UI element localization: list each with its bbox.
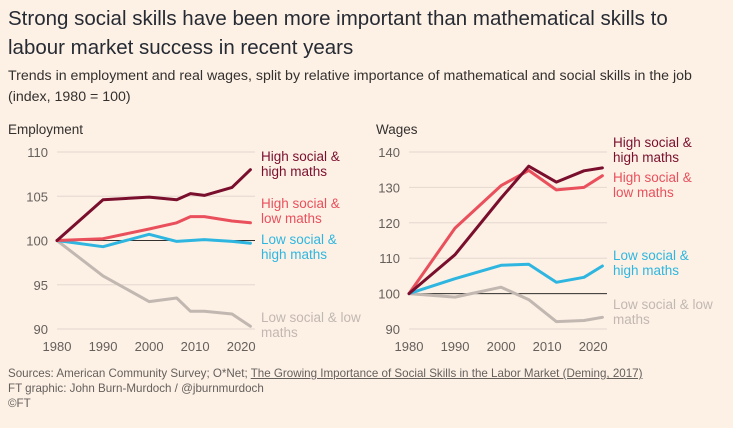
series-label: Low social & high maths: [261, 232, 337, 262]
y-tick-label: 110: [27, 145, 48, 160]
series-label-line: High social &: [613, 170, 692, 185]
series-label-line: Low social &: [261, 232, 337, 247]
sources-line: Sources: American Community Survey; O*Ne…: [8, 366, 723, 381]
series-line: [407, 285, 604, 324]
series-label: Low social & low maths: [261, 310, 361, 340]
series-label: Low social & low maths: [613, 297, 713, 327]
wages-panel: Wages 90 100 110 120 130 140 1980 1990 2000 2010 20…: [376, 122, 713, 354]
series-line: [55, 232, 252, 249]
sources-link[interactable]: The Growing Importance of Social Skills …: [250, 367, 643, 380]
y-tick-label: 95: [34, 278, 48, 293]
series-label-line: maths: [261, 325, 298, 340]
series-label-line: High social &: [613, 135, 692, 150]
series-label-line: Low social &: [613, 248, 689, 263]
y-tick-label: 100: [378, 287, 400, 302]
x-tick-label: 2000: [135, 339, 164, 354]
series-label: High social & high maths: [261, 149, 340, 179]
panel-title: Employment: [8, 122, 83, 137]
footer: Sources: American Community Survey; O*Ne…: [8, 366, 723, 411]
chart-title: Strong social skills have been more impo…: [8, 7, 668, 59]
x-tick-label: 2010: [533, 339, 562, 354]
credit-line: FT graphic: John Burn-Murdoch / @jburnmu…: [8, 382, 264, 395]
y-tick-label: 90: [34, 322, 48, 337]
x-tick-label: 1980: [395, 339, 424, 354]
series-label-line: maths: [613, 312, 650, 327]
y-tick-label: 110: [379, 251, 400, 266]
y-tick-label: 100: [26, 234, 48, 249]
series-label-line: high maths: [261, 247, 327, 262]
y-tick-label: 130: [378, 180, 400, 195]
x-tick-label: 2020: [579, 339, 608, 354]
series-line: [55, 239, 252, 328]
series-label: High social & low maths: [613, 170, 692, 200]
series-label-line: Low social & low: [261, 310, 361, 325]
y-tick-label: 105: [26, 189, 48, 204]
series-label: Low social & high maths: [613, 248, 689, 278]
series-label-line: Low social & low: [613, 297, 713, 312]
copyright: ©FT: [8, 397, 31, 410]
employment-panel: Employment 90 95 100 105 110 1980 1990 2000 2010 2…: [8, 122, 361, 354]
x-tick-label: 2010: [181, 339, 210, 354]
series-line: [407, 168, 604, 296]
x-tick-label: 2000: [487, 339, 516, 354]
y-tick-label: 90: [386, 322, 400, 337]
series-label-line: high maths: [261, 164, 327, 179]
y-tick-label: 120: [378, 216, 400, 231]
series-label-line: High social &: [261, 149, 340, 164]
series-label: High social & low maths: [261, 196, 340, 226]
series-label-line: low maths: [613, 185, 674, 200]
series-line: [407, 262, 604, 296]
series-label-line: high maths: [613, 263, 679, 278]
series-label-line: High social &: [261, 196, 340, 211]
chart-subtitle: Trends in employment and real wages, spl…: [8, 68, 692, 105]
panel-title: Wages: [376, 122, 418, 137]
series-line: [407, 164, 604, 296]
series-label: High social & high maths: [613, 135, 692, 165]
series-label-line: high maths: [613, 150, 679, 165]
x-tick-label: 2020: [227, 339, 256, 354]
series-line: [55, 168, 252, 242]
series-line: [55, 215, 252, 242]
x-tick-label: 1980: [43, 339, 72, 354]
series-label-line: low maths: [261, 211, 322, 226]
sources-text: Sources: American Community Survey; O*Ne…: [8, 367, 251, 380]
y-tick-label: 140: [378, 145, 400, 160]
x-tick-label: 1990: [441, 339, 470, 354]
x-tick-label: 1990: [89, 339, 118, 354]
